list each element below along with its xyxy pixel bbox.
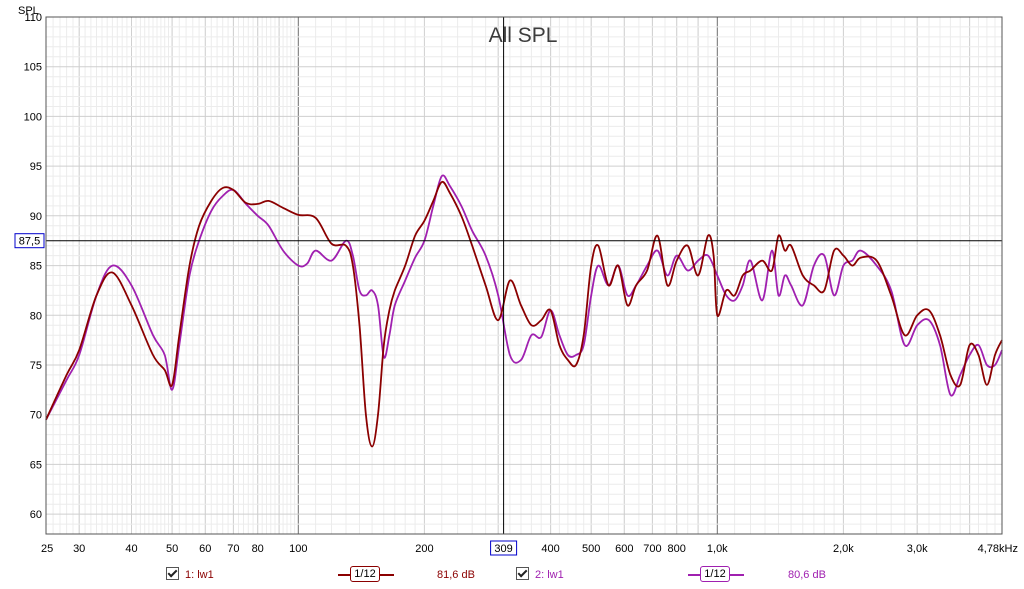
cursor-x-readout-box xyxy=(490,540,518,556)
legend-item-2[interactable]: 2: lw1 xyxy=(516,567,564,583)
x-tick-label: 70 xyxy=(227,543,239,555)
legend-item-1-value: 81,6 dB xyxy=(437,569,475,581)
smoothing-1-control[interactable]: 1/12 xyxy=(338,565,394,583)
x-tick-label: 2,0k xyxy=(833,543,854,555)
x-tick-label: 200 xyxy=(415,543,433,555)
cursor-x-readout: 309 xyxy=(494,543,512,555)
x-tick-label: 800 xyxy=(668,543,686,555)
y-tick-label: 85 xyxy=(30,261,42,273)
x-tick-label: 700 xyxy=(643,543,661,555)
legend-item-1[interactable]: 1: lw1 xyxy=(166,567,214,583)
series-group xyxy=(45,174,1003,448)
x-tick-label: 40 xyxy=(125,543,137,555)
legend-item-1-label: 1: lw1 xyxy=(185,569,214,581)
y-tick-label: 105 xyxy=(24,62,42,74)
y-tick-label: 75 xyxy=(30,360,42,372)
x-tick-label: 100 xyxy=(289,543,307,555)
x-tick-label: 1,0k xyxy=(707,543,728,555)
legend-item-2-label: 2: lw1 xyxy=(535,569,564,581)
chart-svg: 87,5 309 60 65 70 75 80 85 90 95 100 105 110 25 30 40 5… xyxy=(14,5,1018,556)
smoothing-1-label: 1/12 xyxy=(350,566,380,582)
x-tick-label: 50 xyxy=(166,543,178,555)
grid xyxy=(46,16,1002,535)
x-tick-label: 30 xyxy=(73,543,85,555)
plot-frame xyxy=(45,16,1003,535)
x-tick-label: 60 xyxy=(199,543,211,555)
y-tick-label: 90 xyxy=(30,211,42,223)
x-tick-label: 400 xyxy=(541,543,559,555)
axes: 60 65 70 75 80 85 90 95 100 105 110 25 30 40 50 60 70 80 1… xyxy=(24,12,1018,555)
x-tick-label: 80 xyxy=(252,543,264,555)
y-tick-label: 70 xyxy=(30,410,42,422)
legend-item-2-value: 80,6 dB xyxy=(788,569,826,581)
series-line-1 xyxy=(45,180,1003,448)
cursor[interactable]: 87,5 309 xyxy=(14,17,1002,556)
x-tick-label: 600 xyxy=(615,543,633,555)
legend: 1: lw1 1/12 81,6 dB 2: lw1 1/12 80,6 dB xyxy=(0,563,1024,587)
y-tick-label: 110 xyxy=(24,12,42,24)
x-tick-label: 4,78kHz xyxy=(978,543,1018,555)
series-line-2 xyxy=(45,174,1003,421)
y-tick-label: 65 xyxy=(30,459,42,471)
cursor-y-readout: 87,5 xyxy=(19,236,40,248)
y-tick-label: 80 xyxy=(30,310,42,322)
smoothing-2-label: 1/12 xyxy=(700,566,730,582)
cursor-y-readout-box xyxy=(14,233,45,249)
y-tick-label: 95 xyxy=(30,161,42,173)
series-1-checkbox[interactable] xyxy=(166,567,179,580)
smoothing-2-control[interactable]: 1/12 xyxy=(688,565,744,583)
chart-title: All SPL xyxy=(489,24,558,47)
y-tick-label: 60 xyxy=(30,509,42,521)
y-axis-label: SPL xyxy=(18,5,39,17)
x-tick-label: 3,0k xyxy=(907,543,928,555)
x-tick-label: 500 xyxy=(582,543,600,555)
series-2-checkbox[interactable] xyxy=(516,567,529,580)
y-tick-label: 100 xyxy=(24,111,42,123)
x-tick-label: 25 xyxy=(41,543,53,555)
